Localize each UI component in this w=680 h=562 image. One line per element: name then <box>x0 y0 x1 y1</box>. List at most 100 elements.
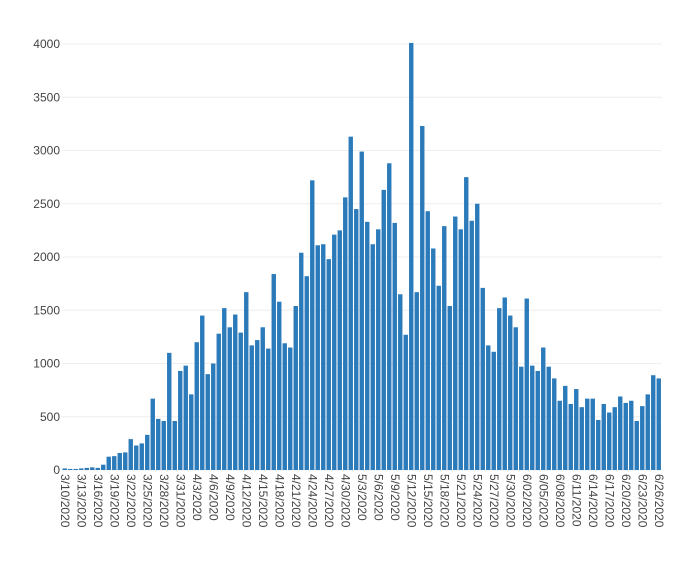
bar <box>337 230 342 470</box>
x-tick-label: 5/12/2020 <box>404 474 418 528</box>
y-tick-label: 2000 <box>33 250 60 264</box>
bar <box>101 464 106 470</box>
x-tick-label: 3/19/2020 <box>107 474 121 528</box>
x-tick-label: 5/9/2020 <box>388 474 402 521</box>
x-tick-label: 6/17/2020 <box>602 474 616 528</box>
bar <box>68 468 73 470</box>
bar <box>150 398 155 470</box>
bar <box>486 345 491 470</box>
bar <box>62 468 67 470</box>
bar <box>310 180 315 470</box>
bar <box>387 163 392 470</box>
x-tick-label: 4/27/2020 <box>322 474 336 528</box>
bar <box>299 252 304 470</box>
bar <box>590 398 595 470</box>
bar <box>425 211 430 470</box>
bar <box>458 229 463 470</box>
x-tick-label: 6/26/2020 <box>652 474 666 528</box>
bar <box>112 456 117 470</box>
bar <box>134 445 139 470</box>
bar <box>596 419 601 470</box>
bar <box>128 439 133 470</box>
y-tick-label: 1500 <box>33 303 60 317</box>
bar <box>178 370 183 470</box>
bar <box>623 402 628 470</box>
bar <box>321 244 326 470</box>
bar <box>585 398 590 470</box>
x-tick-label: 6/20/2020 <box>619 474 633 528</box>
bar <box>288 347 293 470</box>
y-tick-label: 1000 <box>33 357 60 371</box>
x-tick-label: 3/13/2020 <box>74 474 88 528</box>
x-tick-label: 6/05/2020 <box>536 474 550 528</box>
x-tick-label: 4/6/2020 <box>206 474 220 521</box>
bar <box>315 245 320 470</box>
bar <box>612 407 617 470</box>
bar <box>227 327 232 470</box>
x-tick-label: 6/02/2020 <box>520 474 534 528</box>
bar <box>304 276 309 470</box>
bar <box>123 452 128 470</box>
bar <box>211 363 216 470</box>
bar <box>574 389 579 470</box>
bar <box>568 403 573 470</box>
bar <box>519 366 524 470</box>
x-tick-label: 5/3/2020 <box>355 474 369 521</box>
bar <box>271 274 276 470</box>
bar <box>552 378 557 470</box>
x-tick-label: 6/08/2020 <box>553 474 567 528</box>
bar <box>282 343 287 470</box>
x-tick-label: 6/14/2020 <box>586 474 600 528</box>
x-tick-label: 4/9/2020 <box>223 474 237 521</box>
bar <box>469 220 474 470</box>
bar <box>601 403 606 470</box>
bar <box>183 365 188 470</box>
x-tick-label: 3/10/2020 <box>58 474 72 528</box>
bar <box>557 400 562 470</box>
bar <box>117 452 122 470</box>
bar <box>260 327 265 470</box>
bar <box>442 226 447 470</box>
bar <box>266 348 271 470</box>
y-tick-label: 0 <box>53 463 60 477</box>
y-tick-label: 500 <box>40 410 60 424</box>
bar <box>640 406 645 470</box>
bar <box>106 456 111 470</box>
bar <box>651 375 656 470</box>
bar <box>502 297 507 470</box>
bar <box>634 421 639 470</box>
x-tick-label: 6/11/2020 <box>569 474 583 527</box>
bar <box>205 374 210 470</box>
bar <box>420 126 425 470</box>
x-tick-label: 4/18/2020 <box>272 474 286 528</box>
bar <box>376 229 381 470</box>
bar <box>277 301 282 470</box>
bar <box>216 333 221 470</box>
bar <box>172 421 177 470</box>
bar <box>508 315 513 470</box>
bar <box>233 314 238 470</box>
bar <box>579 407 584 470</box>
bar <box>145 434 150 470</box>
bar <box>189 394 194 470</box>
x-tick-label: 4/21/2020 <box>289 474 303 528</box>
x-tick-label: 5/30/2020 <box>503 474 517 528</box>
bar <box>656 378 661 470</box>
bar <box>381 189 386 470</box>
bar <box>73 468 78 470</box>
bar <box>453 216 458 470</box>
x-tick-label: 4/12/2020 <box>239 474 253 528</box>
bar <box>370 244 375 470</box>
bar <box>524 298 529 470</box>
bar <box>238 332 243 470</box>
bar <box>90 467 95 470</box>
bar <box>513 327 518 470</box>
bar <box>359 151 364 470</box>
bar <box>343 197 348 471</box>
bar <box>293 305 298 470</box>
x-tick-label: 6/23/2020 <box>635 474 649 528</box>
x-tick-label: 5/21/2020 <box>454 474 468 528</box>
x-tick-label: 5/6/2020 <box>371 474 385 521</box>
bar <box>464 177 469 470</box>
